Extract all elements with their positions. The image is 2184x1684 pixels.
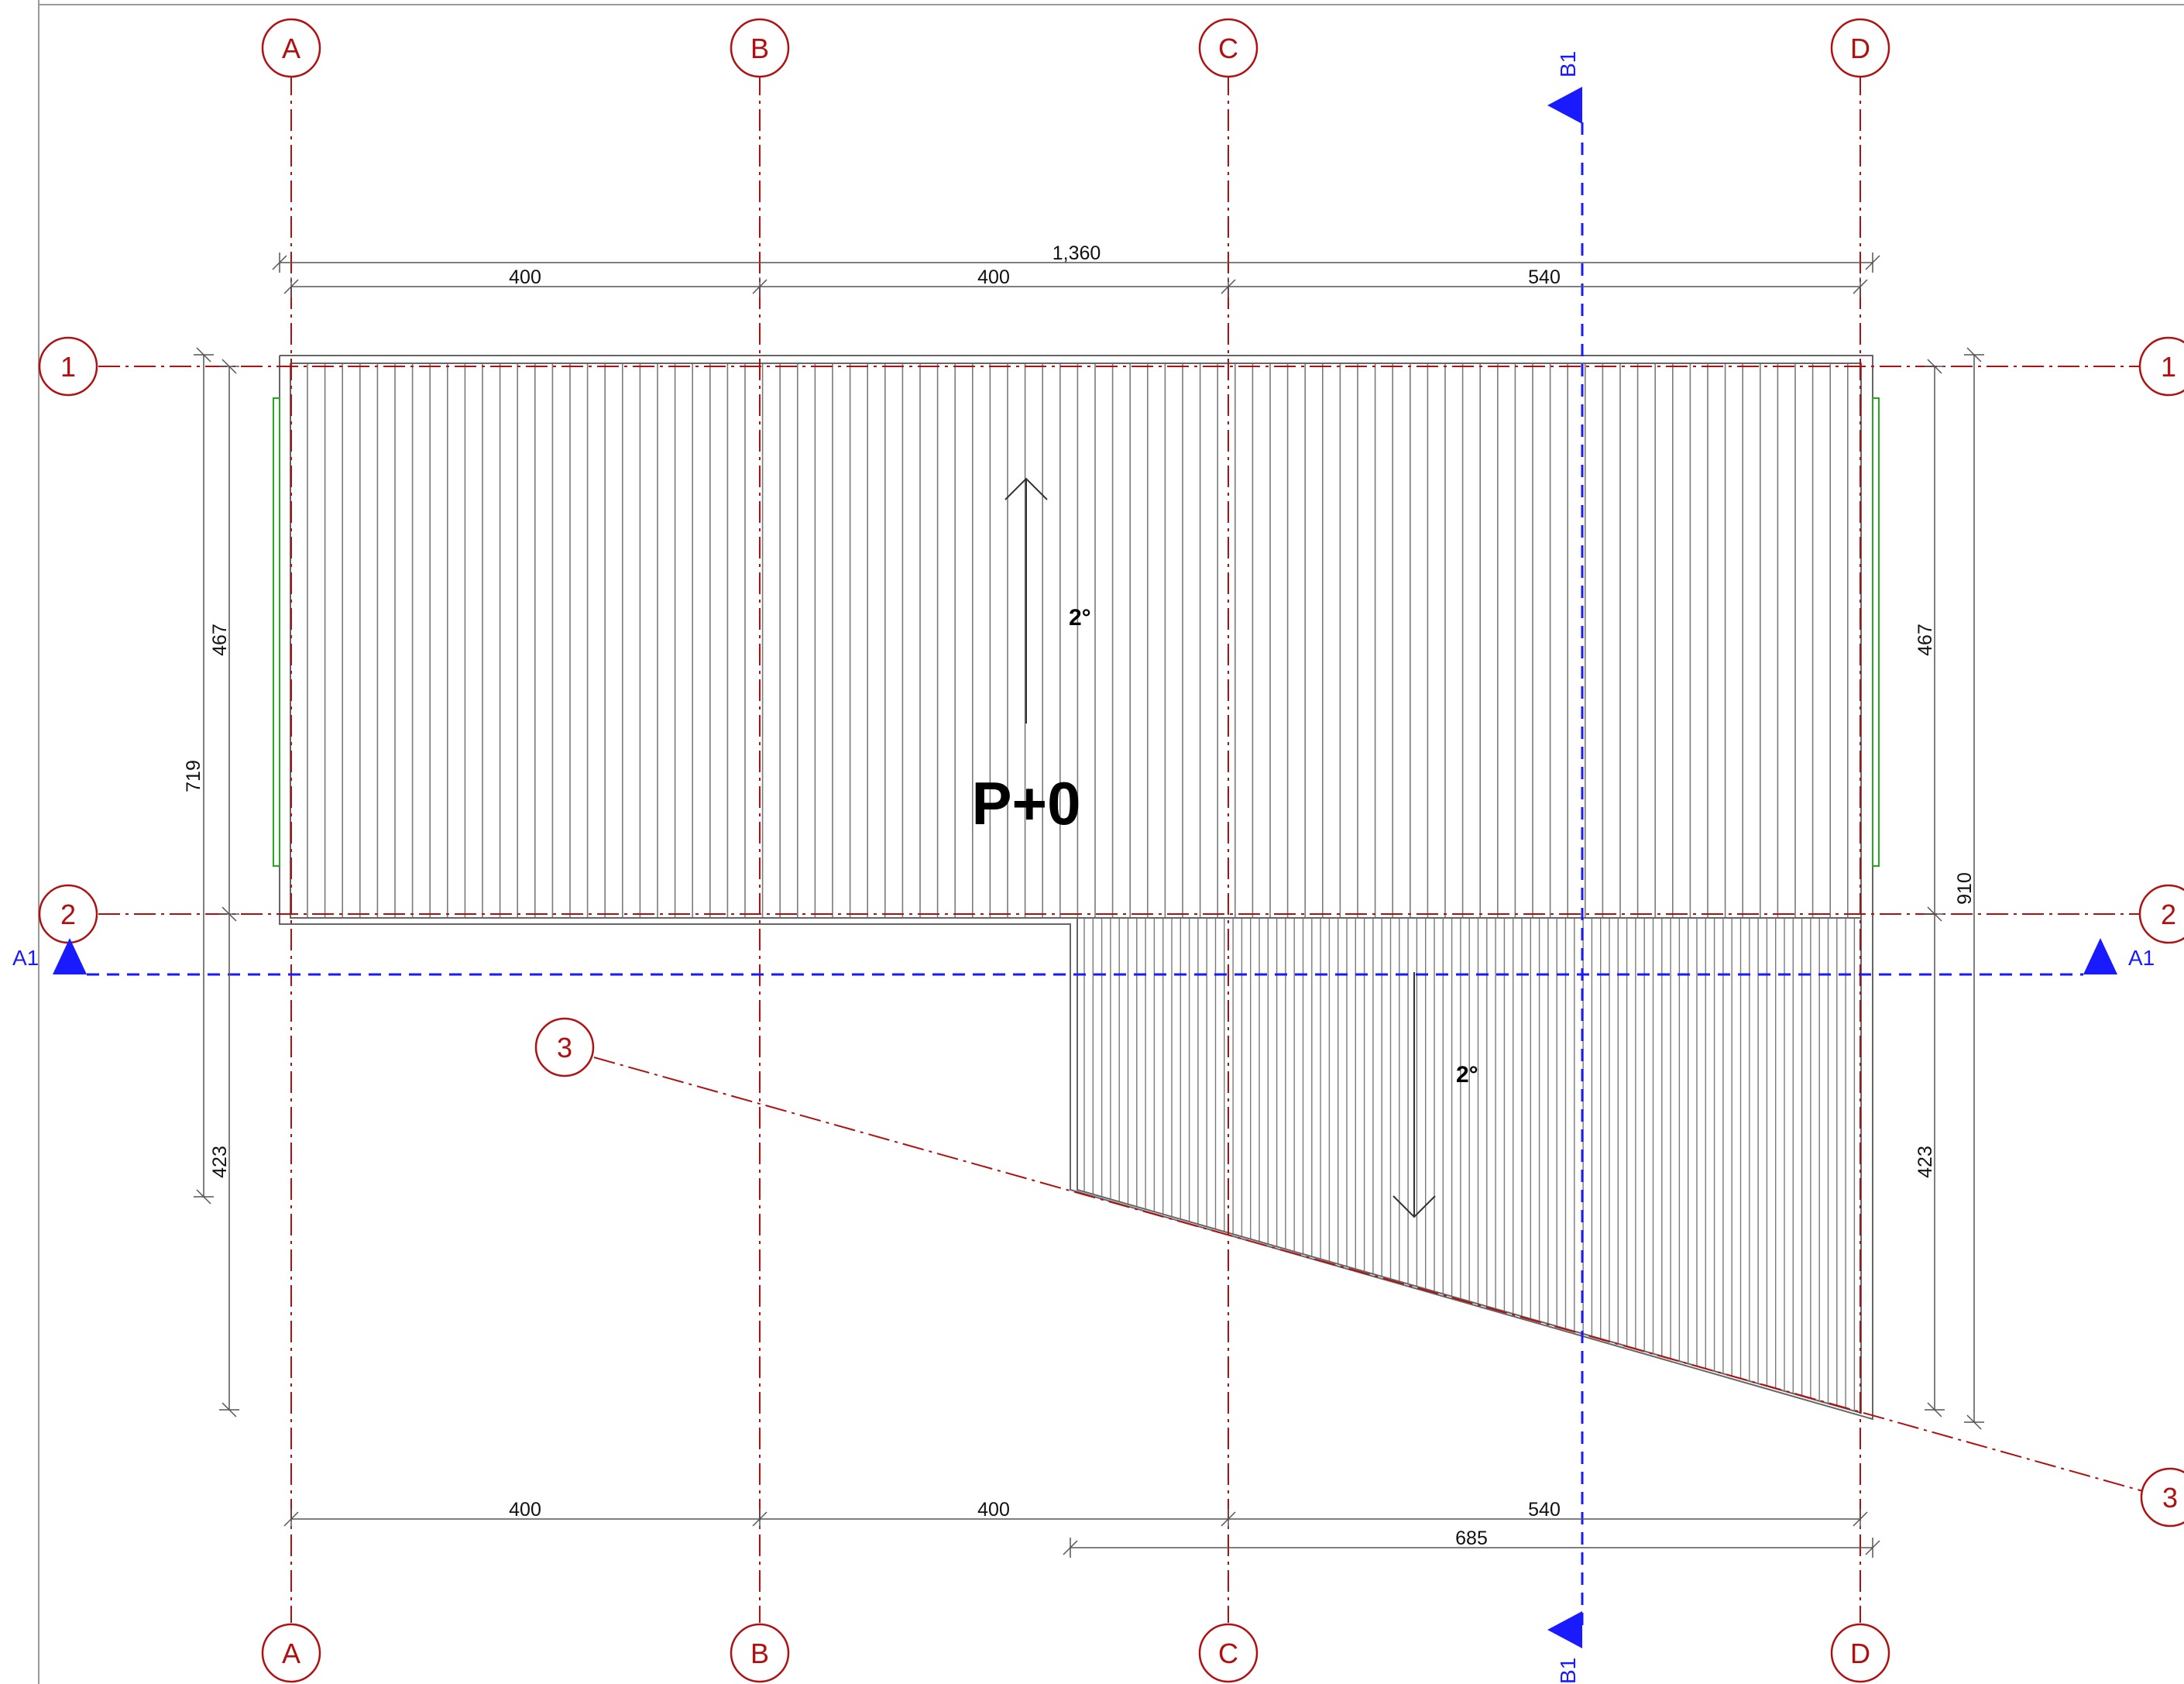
- grid-bubble-D-bottom: D: [1830, 1623, 1890, 1683]
- dim-bottom-bc: 400: [977, 1499, 1010, 1521]
- slope-arrow-upper: [1004, 477, 1048, 723]
- right-edge-marker: [1872, 397, 1880, 867]
- grid-bubble-1-right: 1: [2138, 336, 2184, 397]
- section-marker-A1-left: [53, 938, 87, 974]
- roof-hatch-lower: [1083, 918, 1856, 1411]
- slope-label-upper: 2°: [1069, 605, 1091, 631]
- dim-top-overall: 1,360: [1053, 242, 1101, 264]
- grid-bubble-2-right: 2: [2138, 884, 2184, 944]
- section-marker-B1-bottom: [1547, 1611, 1582, 1648]
- grid-bubble-D-top: D: [1830, 18, 1890, 78]
- grid-label-C-top: C: [1218, 33, 1238, 64]
- grid-bubble-A-bottom: A: [261, 1623, 321, 1683]
- grid-label-2-right: 2: [2161, 899, 2176, 930]
- dim-top-bc: 400: [977, 266, 1010, 288]
- grid-label-B-top: B: [750, 33, 769, 64]
- grid-bubble-3-right: 3: [2140, 1467, 2184, 1528]
- grid-bubbles: A B C D A B C D 1 1 2 2 3 3: [38, 18, 2184, 1683]
- section-label-B1-top: B1: [1556, 51, 1580, 77]
- grid-label-A-bottom: A: [282, 1638, 300, 1669]
- grid-label-1-right: 1: [2161, 351, 2176, 383]
- grid-label-1-left: 1: [60, 351, 76, 383]
- roof-outline: [279, 355, 1873, 1421]
- grid-label-D-bottom: D: [1850, 1638, 1870, 1669]
- dimension-lines: [194, 253, 1984, 1558]
- section-label-B1-bottom: B1: [1556, 1658, 1580, 1684]
- grid-label-3-left: 3: [557, 1032, 572, 1064]
- grid-bubble-C-top: C: [1198, 18, 1259, 78]
- section-label-A1-right: A1: [2128, 946, 2155, 970]
- grid-line-3: [593, 1057, 2144, 1492]
- grid-bubble-B-bottom: B: [730, 1623, 790, 1683]
- dim-right-overall: 910: [1954, 872, 1976, 905]
- grid-bubble-B-top: B: [730, 18, 790, 78]
- left-edge-marker: [273, 397, 280, 867]
- dim-top-ab: 400: [509, 266, 541, 288]
- dim-bottom-cd: 540: [1528, 1499, 1561, 1521]
- dim-left-upper: 467: [209, 624, 231, 656]
- grid-label-A-top: A: [282, 33, 300, 64]
- section-marker-B1-top: [1547, 87, 1582, 124]
- dim-bottom-ab: 400: [509, 1499, 541, 1521]
- roof-inner-edge: [290, 363, 1862, 1414]
- dimension-labels: 1,360 400 400 540 400 400 540 685 719 46…: [183, 242, 1976, 1549]
- roof-hatch-upper: [307, 363, 1849, 918]
- grid-bubble-C-bottom: C: [1198, 1623, 1259, 1683]
- dim-top-cd: 540: [1528, 266, 1561, 288]
- grid-label-3-right: 3: [2162, 1482, 2178, 1514]
- dim-bottom-partial: 685: [1455, 1528, 1488, 1549]
- roof-edge-markers: [273, 397, 1880, 867]
- section-marker-A1-right: [2083, 938, 2117, 974]
- slope-arrow-lower: [1392, 972, 1436, 1218]
- dim-left-lower: 423: [209, 1146, 231, 1178]
- dim-left-overall: 719: [183, 760, 204, 792]
- roof-outer-edge: [279, 355, 1873, 1421]
- dim-right-lower: 423: [1914, 1146, 1936, 1178]
- grid-label-B-bottom: B: [750, 1638, 769, 1669]
- section-lines: A1 A1 B1 B1: [12, 51, 2155, 1684]
- grid-bubble-2-left: 2: [38, 884, 98, 944]
- grid-label-C-bottom: C: [1218, 1638, 1238, 1669]
- grid-lines: [98, 74, 2144, 1623]
- sheet-border: [38, 0, 2184, 1684]
- grid-label-2-left: 2: [60, 899, 76, 930]
- section-label-A1-left: A1: [12, 946, 39, 970]
- grid-bubble-A-top: A: [261, 18, 321, 78]
- slope-label-lower: 2°: [1456, 1062, 1478, 1088]
- grid-bubble-3-left: 3: [534, 1017, 595, 1077]
- level-label: P+0: [972, 769, 1081, 837]
- dim-right-upper: 467: [1914, 624, 1936, 656]
- grid-bubble-1-left: 1: [38, 336, 98, 397]
- grid-label-D-top: D: [1850, 33, 1870, 64]
